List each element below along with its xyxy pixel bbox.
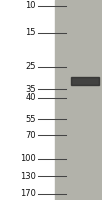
Text: 100: 100 [20, 154, 36, 163]
Text: 25: 25 [25, 62, 36, 71]
Text: 35: 35 [25, 85, 36, 94]
Bar [71, 77, 99, 85]
Text: 170: 170 [20, 190, 36, 198]
Text: 40: 40 [25, 93, 36, 102]
Text: 10: 10 [25, 1, 36, 10]
Text: 130: 130 [20, 172, 36, 181]
Text: 55: 55 [25, 115, 36, 124]
Bar [55, 0, 102, 200]
Text: 70: 70 [25, 131, 36, 140]
Text: 15: 15 [25, 28, 36, 37]
